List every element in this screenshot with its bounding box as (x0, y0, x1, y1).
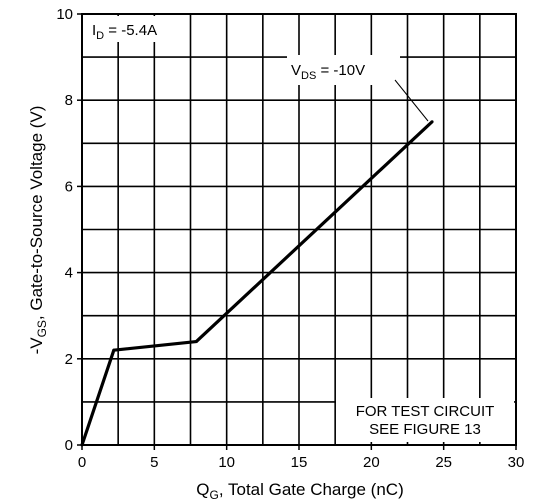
x-tick-label: 30 (508, 454, 525, 471)
y-tick-label: 8 (65, 92, 73, 109)
vds-leader-line (394, 79, 429, 122)
x-axis-title: QG, Total Gate Charge (nC) (196, 480, 403, 502)
y-tick-labels: 0 2 4 6 8 10 (56, 6, 82, 454)
id-label: ID = -5.4A (92, 22, 157, 42)
series-layer (80, 120, 434, 447)
vds-label-bg (287, 55, 400, 85)
annotations: ID = -5.4A VDS = -10V FOR TEST CIRCUIT S… (86, 16, 514, 442)
test-circuit-line1: FOR TEST CIRCUIT (356, 403, 495, 420)
series-line (80, 120, 434, 446)
vds-label: VDS = -10V (291, 62, 365, 82)
grid (82, 14, 516, 445)
test-circuit-bg (336, 398, 514, 442)
series-point (112, 348, 116, 352)
y-tick-label: 4 (65, 265, 73, 282)
x-tick-label: 10 (218, 454, 235, 471)
series-point (430, 120, 434, 124)
y-tick-label: 10 (56, 6, 73, 23)
y-tick-label: 2 (65, 351, 73, 368)
x-tick-label: 15 (291, 454, 308, 471)
x-tick-label: 20 (363, 454, 380, 471)
x-tick-labels: 0 5 10 15 20 25 30 (78, 445, 525, 471)
x-tick-label: 25 (435, 454, 452, 471)
y-axis-title: -VGS, Gate-to-Source Voltage (V) (27, 106, 49, 355)
y-tick-label: 0 (65, 437, 73, 454)
x-tick-label: 0 (78, 454, 86, 471)
test-circuit-line2: SEE FIGURE 13 (369, 421, 481, 438)
y-tick-label: 6 (65, 178, 73, 195)
id-label-bg (86, 16, 184, 42)
series-point (194, 340, 198, 344)
x-tick-label: 5 (150, 454, 158, 471)
